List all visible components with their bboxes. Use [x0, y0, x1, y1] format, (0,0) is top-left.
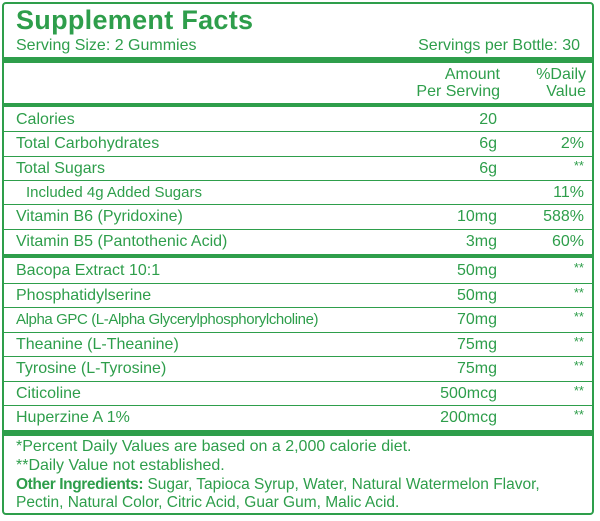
active-row: Theanine (L-Theanine) 75mg **: [16, 334, 584, 353]
row-divider: [4, 204, 592, 205]
amount-header: Amount Per Serving: [416, 66, 500, 100]
row-divider: [4, 180, 592, 181]
active-row: Tyrosine (L-Tyrosine) 75mg **: [16, 358, 584, 377]
divider-thick-bottom: [4, 430, 592, 436]
row-divider: [4, 131, 592, 132]
servings-per-bottle: Servings per Bottle: 30: [418, 37, 580, 54]
row-divider: [4, 307, 592, 308]
serving-size: Serving Size: 2 Gummies: [16, 37, 197, 54]
nutrient-row: Included 4g Added Sugars 11%: [26, 184, 584, 201]
divider-header: [4, 103, 592, 107]
daily-value-header: %Daily Value: [536, 66, 586, 100]
nutrient-row: Total Sugars 6g **: [16, 158, 584, 177]
nutrient-row: Total Carbohydrates 6g 2%: [16, 135, 584, 152]
divider-thick: [4, 57, 592, 63]
divider-section: [4, 254, 592, 258]
active-row: Alpha GPC (L-Alpha Glycerylphosphorylcho…: [16, 309, 584, 328]
footnote-daily-value: *Percent Daily Values are based on a 2,0…: [16, 438, 412, 455]
nutrient-row: Vitamin B5 (Pantothenic Acid) 3mg 60%: [16, 233, 584, 250]
panel-title: Supplement Facts: [16, 5, 254, 35]
active-row: Phosphatidylserine 50mg **: [16, 285, 584, 304]
other-ingredients-label: Other Ingredients:: [16, 476, 144, 493]
active-row: Bacopa Extract 10:1 50mg **: [16, 260, 584, 279]
nutrient-row: Calories 20: [16, 111, 497, 128]
other-ingredients-list: Sugar, Tapioca Syrup, Water, Natural Wat…: [16, 476, 540, 511]
supplement-facts-panel: Supplement Facts Serving Size: 2 Gummies…: [2, 2, 594, 515]
nutrient-row: Vitamin B6 (Pyridoxine) 10mg 588%: [16, 208, 584, 225]
active-row: Citicoline 500mcg **: [16, 383, 584, 402]
other-ingredients: Other Ingredients: Sugar, Tapioca Syrup,…: [16, 476, 588, 512]
row-divider: [4, 229, 592, 230]
row-divider: [4, 156, 592, 157]
active-row: Huperzine A 1% 200mcg **: [16, 407, 584, 426]
row-divider: [4, 356, 592, 357]
row-divider: [4, 283, 592, 284]
footnote-not-established: **Daily Value not established.: [16, 457, 225, 474]
row-divider: [4, 405, 592, 406]
row-divider: [4, 381, 592, 382]
row-divider: [4, 332, 592, 333]
